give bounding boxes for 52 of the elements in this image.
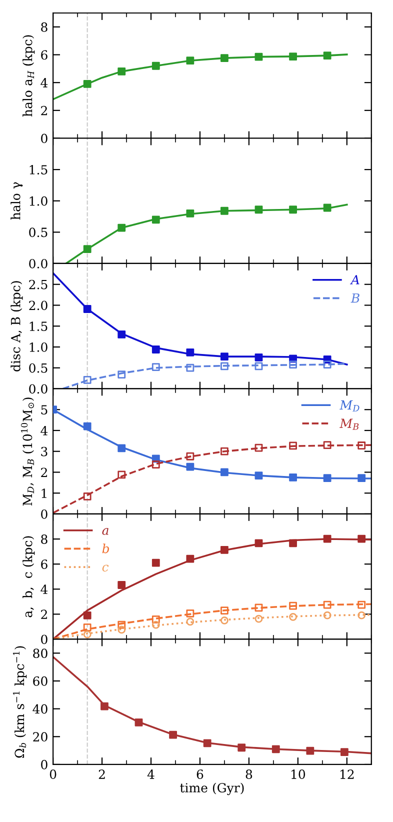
y-tick-label: 1 <box>42 488 46 498</box>
y-tick-label: 1.5 <box>30 322 48 332</box>
legend-label: c <box>102 564 109 572</box>
y-tick-label: 0 <box>41 760 48 770</box>
y-tick-label: 0.5 <box>29 363 48 373</box>
y-tick-label: 0 <box>41 134 48 144</box>
y-tick-label: 2 <box>41 106 47 116</box>
y-tick-label: 1.0 <box>30 342 48 352</box>
x-tick-label: 8 <box>246 770 252 779</box>
text: M$_{D}$, M$_{B}$ (10$^{10}$M$_{⊙}$) <box>20 398 34 506</box>
y-tick-label: 3 <box>41 446 48 456</box>
legend-label: A <box>350 275 360 284</box>
legend-label: b <box>102 544 110 554</box>
legend-label: M$_{D}$ <box>340 400 360 412</box>
y-axis-title: a, b, c (kpc) <box>22 536 35 618</box>
x-tick-label: 2 <box>98 770 105 779</box>
y-tick-label: 0.0 <box>29 258 48 268</box>
x-tick-label: 0 <box>50 770 56 779</box>
x-tick-label: 10 <box>291 770 306 779</box>
y-tick-label: 0 <box>41 634 48 644</box>
y-axis-title: halo γ <box>10 182 23 220</box>
y-tick-label: 5 <box>41 405 48 415</box>
y-tick-label: 80 <box>33 648 48 658</box>
y-tick-label: 1.5 <box>30 165 48 174</box>
x-tick-label: 4 <box>147 770 154 779</box>
y-tick-label: 60 <box>33 676 48 686</box>
y-tick-label: 2.0 <box>29 300 48 310</box>
x-tick-label: 12 <box>340 770 354 779</box>
x-tick-label: 6 <box>196 770 204 779</box>
y-tick-label: 4 <box>40 584 48 594</box>
y-tick-label: 20 <box>33 732 48 742</box>
y-axis-title: disc A, B (kpc) <box>10 281 23 372</box>
y-axis-title: halo a$_{H}$ (kpc) <box>22 35 35 117</box>
y-tick-label: 2 <box>41 610 47 619</box>
y-tick-label: 6 <box>41 50 48 60</box>
legend-label: M$_{B}$ <box>340 418 359 430</box>
y-axis-title: Ω$_{b}$ (km s$^{−1}$ kpc$^{−1}$) <box>12 646 27 758</box>
y-tick-label: 4 <box>40 78 48 88</box>
y-tick-label: 2 <box>41 468 47 477</box>
y-tick-label: 2.5 <box>29 280 48 290</box>
y-tick-label: 0 <box>41 509 48 519</box>
y-tick-label: 1.0 <box>30 196 48 206</box>
y-tick-label: 8 <box>41 22 48 32</box>
x-axis-title: time (Gyr) <box>180 782 244 796</box>
y-tick-label: 8 <box>41 534 48 544</box>
y-tick-label: 6 <box>41 560 48 569</box>
y-tick-label: 40 <box>32 704 48 714</box>
legend-label: a <box>102 528 108 535</box>
y-tick-label: 4 <box>40 426 48 436</box>
legend-label: B <box>350 293 360 303</box>
y-tick-label: 0.0 <box>29 384 48 394</box>
y-tick-label: 0.5 <box>29 228 48 238</box>
